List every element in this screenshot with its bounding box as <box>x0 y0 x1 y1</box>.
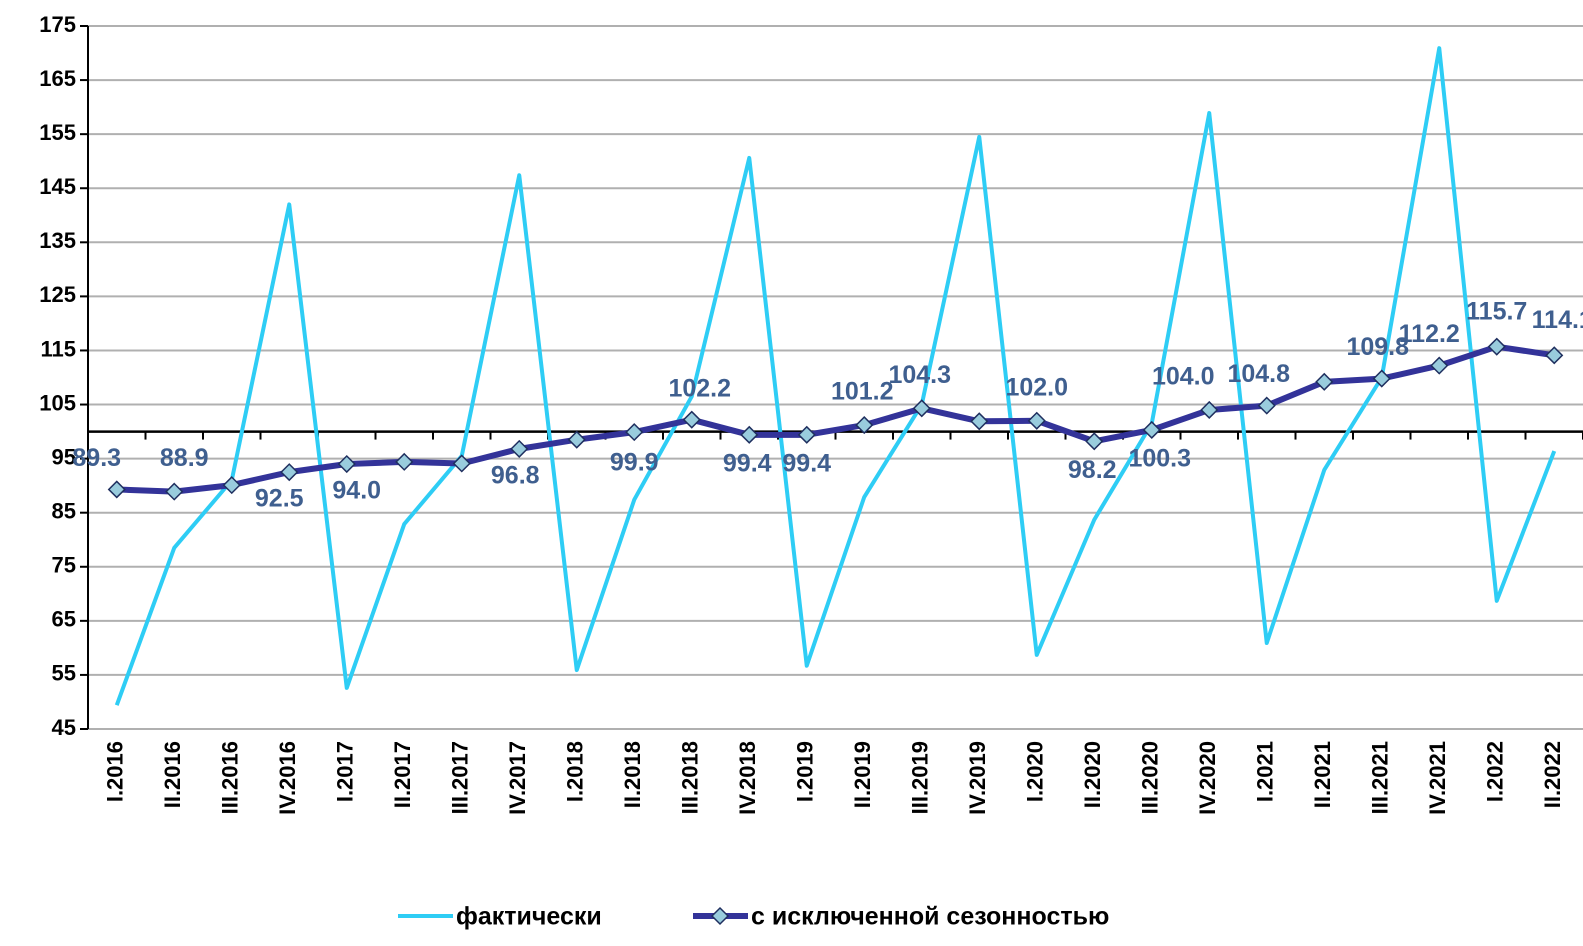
marker <box>1487 337 1506 356</box>
x-tick-label: IV.2019 <box>965 741 990 815</box>
y-tick-label: 125 <box>39 282 76 307</box>
x-tick-label: III.2016 <box>218 741 243 814</box>
marker <box>395 452 414 471</box>
data-label: 102.2 <box>668 374 731 402</box>
x-tick-label: III.2018 <box>678 741 703 814</box>
x-tick-label: II.2020 <box>1080 741 1105 808</box>
data-label: 104.8 <box>1227 360 1290 388</box>
x-tick-label: I.2019 <box>793 741 818 802</box>
data-label: 102.0 <box>1005 373 1068 401</box>
marker <box>510 439 529 458</box>
y-tick-label: 165 <box>39 66 76 91</box>
x-tick-label: I.2021 <box>1253 741 1278 802</box>
data-label: 101.2 <box>831 378 894 406</box>
marker <box>797 425 816 444</box>
x-tick-label: II.2018 <box>620 741 645 808</box>
marker <box>567 430 586 449</box>
marker <box>1430 356 1449 375</box>
legend-label: фактически <box>456 903 602 931</box>
data-label: 99.9 <box>610 449 659 477</box>
data-label: 94.0 <box>332 477 381 505</box>
marker <box>740 425 759 444</box>
marker <box>1257 396 1276 415</box>
marker <box>1372 369 1391 388</box>
data-label: 100.3 <box>1128 445 1191 473</box>
marker <box>682 410 701 429</box>
data-label: 96.8 <box>491 461 540 489</box>
x-tick-label: III.2020 <box>1138 741 1163 814</box>
y-tick-label: 145 <box>39 174 76 199</box>
y-tick-label: 135 <box>39 228 76 253</box>
marker <box>337 454 356 474</box>
marker <box>1315 372 1334 391</box>
x-tick-label: IV.2017 <box>505 741 530 815</box>
marker <box>452 454 471 473</box>
data-label: 104.3 <box>888 361 951 389</box>
x-tick-label: I.2020 <box>1023 741 1048 802</box>
marker <box>1545 346 1564 365</box>
marker <box>855 416 874 435</box>
marker <box>280 463 299 482</box>
x-tick-label: IV.2020 <box>1195 741 1220 815</box>
y-tick-label: 95 <box>52 444 76 469</box>
legend-marker <box>710 906 730 926</box>
x-tick-label: III.2021 <box>1368 741 1393 814</box>
x-tick-label: III.2019 <box>908 741 933 814</box>
x-tick-label: IV.2021 <box>1425 741 1450 815</box>
marker <box>107 480 126 499</box>
data-label: 112.2 <box>1399 320 1460 348</box>
y-tick-label: 55 <box>52 661 76 686</box>
marker <box>1085 432 1104 451</box>
y-tick-label: 75 <box>52 553 76 578</box>
legend-label: с исключенной сезонностью <box>751 903 1109 931</box>
x-tick-label: I.2022 <box>1483 741 1508 802</box>
data-label: 99.4 <box>723 449 772 477</box>
x-tick-label: II.2017 <box>390 741 415 808</box>
x-tick-label: III.2017 <box>448 741 473 814</box>
y-tick-label: 85 <box>52 499 76 524</box>
marker <box>1142 420 1161 440</box>
series-line <box>116 343 1555 495</box>
y-tick-label: 175 <box>39 12 76 37</box>
data-label: 89.3 <box>72 444 121 472</box>
marker <box>222 476 241 495</box>
marker <box>970 412 989 431</box>
y-tick-label: 45 <box>52 715 76 740</box>
x-tick-label: IV.2018 <box>735 741 760 815</box>
marker <box>165 482 184 501</box>
x-tick-label: IV.2016 <box>275 741 300 815</box>
x-tick-label: II.2021 <box>1310 741 1335 808</box>
data-label: 109.8 <box>1346 333 1409 361</box>
marker <box>1200 400 1219 420</box>
y-tick-label: 65 <box>52 607 76 632</box>
marker <box>1027 411 1046 430</box>
marker <box>625 423 644 442</box>
x-tick-label: I.2018 <box>563 741 588 802</box>
y-tick-label: 115 <box>41 336 77 361</box>
x-tick-label: II.2022 <box>1540 741 1565 808</box>
marker <box>912 399 931 418</box>
x-tick-label: II.2019 <box>850 741 875 808</box>
y-tick-label: 155 <box>39 120 76 145</box>
y-tick-label: 105 <box>39 390 76 415</box>
data-label: 98.2 <box>1068 456 1117 484</box>
data-label: 104.0 <box>1152 363 1215 391</box>
data-label: 88.9 <box>160 444 209 472</box>
data-label: 92.5 <box>255 485 304 513</box>
series-line <box>114 46 1557 706</box>
data-label: 115.7 <box>1466 297 1527 325</box>
data-label: 114.1 <box>1532 306 1583 334</box>
x-tick-label: I.2017 <box>333 741 358 802</box>
data-label: 99.4 <box>782 449 831 477</box>
x-tick-label: II.2016 <box>160 741 185 808</box>
x-tick-label: I.2016 <box>103 741 128 802</box>
